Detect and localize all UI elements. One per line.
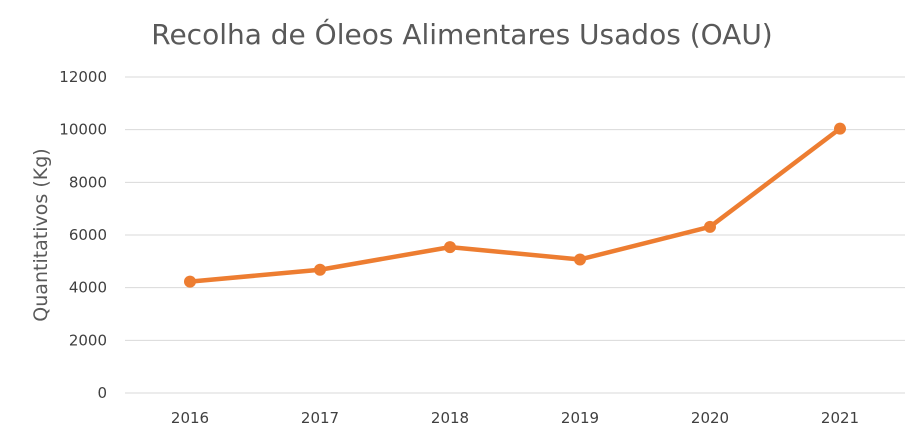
data-point-2019 [574,253,586,266]
y-tick-label: 8000 [69,173,107,191]
y-tick-label: 10000 [59,121,107,139]
data-point-2021 [834,122,846,135]
y-tick-label: 2000 [69,331,107,349]
y-tick-label: 0 [97,384,107,402]
series [184,122,846,288]
series-line [187,126,843,284]
y-tick-label: 6000 [69,226,107,244]
x-axis-ticks: 2016 2017 2018 2019 2020 2021 [171,409,859,427]
x-tick-label: 2016 [171,409,209,427]
data-point-2016 [184,275,196,288]
y-axis-ticks: 0 2000 4000 6000 8000 10000 12000 [59,68,107,402]
data-point-2017 [314,263,326,276]
x-tick-label: 2017 [301,409,339,427]
x-tick-label: 2018 [431,409,469,427]
x-tick-label: 2019 [561,409,599,427]
y-tick-label: 12000 [59,68,107,86]
chart-title: Recolha de Óleos Alimentares Usados (OAU… [151,17,772,51]
gridlines [125,76,905,394]
x-tick-label: 2021 [821,409,859,427]
y-tick-label: 4000 [69,279,107,297]
x-tick-label: 2020 [691,409,729,427]
data-point-2020 [704,220,716,233]
data-point-2018 [444,241,456,254]
y-axis-label: Quantitativos (Kg) [30,148,52,321]
